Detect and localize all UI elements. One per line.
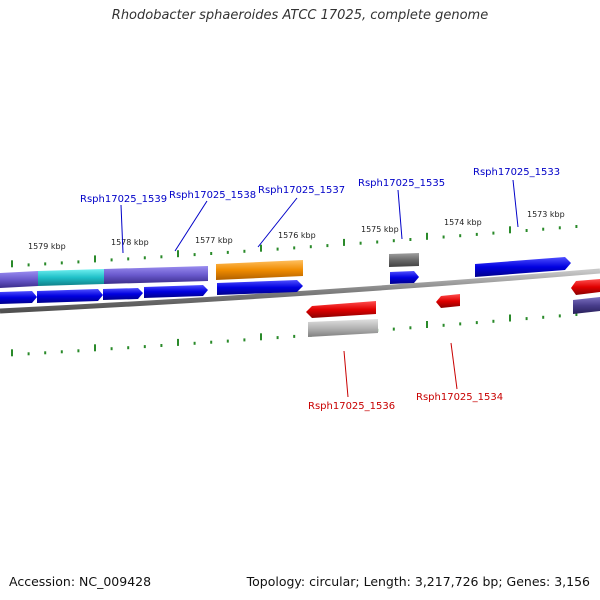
leader-line	[397, 189, 403, 240]
scale-label-1579: 1579 kbp	[28, 242, 66, 251]
scale-label-1574: 1574 kbp	[444, 218, 482, 227]
lower-scale-ticks	[11, 313, 578, 357]
genome-backbone	[0, 268, 600, 314]
gene-label-rsph17025-1537[interactable]: Rsph17025_1537	[258, 185, 345, 196]
scale-label-1578: 1578 kbp	[111, 238, 149, 247]
gene-label-rsph17025-1534[interactable]: Rsph17025_1534	[416, 392, 503, 403]
feature-lightgray[interactable]	[308, 319, 378, 337]
gene-label-rsph17025-1535[interactable]: Rsph17025_1535	[358, 178, 445, 189]
leader-line	[512, 179, 519, 228]
gene-forward-arrow[interactable]	[475, 257, 571, 277]
gene-forward-arrow[interactable]	[217, 280, 303, 295]
scale-label-1576: 1576 kbp	[278, 231, 316, 240]
gene-forward-arrow[interactable]	[103, 288, 143, 300]
gene-forward-arrow[interactable]	[37, 289, 103, 303]
gene-reverse-arrow[interactable]	[436, 294, 460, 308]
genome-summary-text: Topology: circular; Length: 3,217,726 bp…	[246, 574, 590, 589]
feature-cyan[interactable]	[38, 269, 104, 286]
feature-darkpurple[interactable]	[573, 297, 600, 314]
gene-forward-arrow[interactable]	[390, 271, 419, 284]
leader-line	[343, 350, 349, 398]
scale-label-1577: 1577 kbp	[195, 236, 233, 245]
map-title: Rhodobacter sphaeroides ATCC 17025, comp…	[111, 8, 489, 23]
leader-line	[257, 197, 298, 248]
leader-line	[174, 200, 208, 252]
gene-forward-arrow[interactable]	[0, 291, 37, 304]
gene-label-rsph17025-1533[interactable]: Rsph17025_1533	[473, 167, 560, 178]
feature-purple-right[interactable]	[104, 266, 208, 284]
feature-orange[interactable]	[216, 260, 303, 280]
feature-purple-left[interactable]	[0, 271, 38, 288]
gene-forward-arrow[interactable]	[144, 285, 208, 298]
upper-scale-ticks	[11, 225, 578, 268]
scale-label-1575: 1575 kbp	[361, 225, 399, 234]
accession-text: Accession: NC_009428	[9, 574, 152, 589]
gene-reverse-arrow[interactable]	[571, 279, 600, 295]
leader-line	[120, 204, 124, 254]
gene-reverse-arrow[interactable]	[306, 301, 376, 318]
scale-label-1573: 1573 kbp	[527, 210, 565, 219]
gene-label-rsph17025-1539[interactable]: Rsph17025_1539	[80, 194, 167, 205]
leader-line	[450, 342, 458, 390]
gene-label-rsph17025-1536[interactable]: Rsph17025_1536	[308, 401, 395, 412]
gene-label-rsph17025-1538[interactable]: Rsph17025_1538	[169, 190, 256, 201]
feature-gray[interactable]	[389, 253, 419, 267]
